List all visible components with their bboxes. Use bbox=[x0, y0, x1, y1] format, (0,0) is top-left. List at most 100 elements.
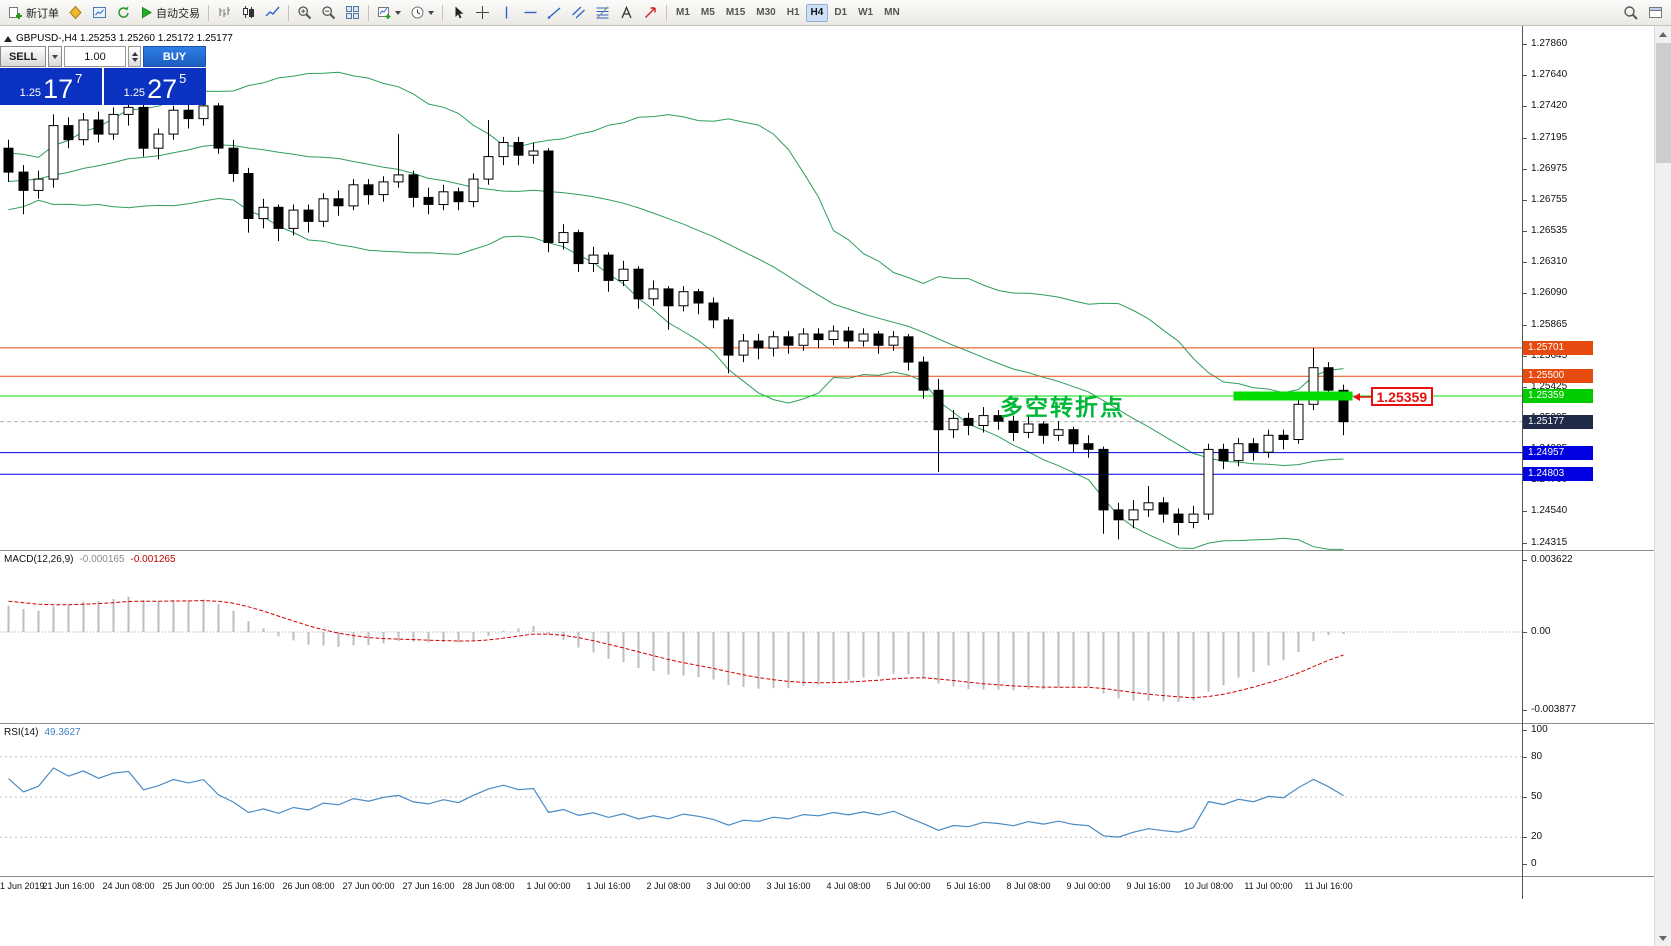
time-tick-label: 1 Jun 2019 bbox=[0, 881, 45, 891]
time-axis[interactable]: 1 Jun 2019 21 Jun 16:00 24 Jun 08:00 25 Jun… bbox=[0, 877, 1522, 899]
rsi-tick-label: 80 bbox=[1531, 751, 1543, 762]
bid-pipette: 7 bbox=[75, 71, 83, 86]
price-tick-mark bbox=[1523, 356, 1527, 357]
new-window-button[interactable] bbox=[1644, 3, 1667, 23]
panel-separator[interactable] bbox=[0, 550, 1654, 551]
price-tick-mark bbox=[1523, 325, 1527, 326]
price-tick-label: 1.26090 bbox=[1531, 287, 1568, 298]
time-tick-label: 21 Jun 16:00 bbox=[42, 881, 95, 891]
zoom-out-icon bbox=[322, 6, 336, 20]
toolbar-separator bbox=[666, 4, 667, 21]
buy-price-display[interactable]: 1.25 27 5 bbox=[104, 68, 206, 105]
crosshair-button[interactable] bbox=[471, 3, 494, 23]
timeframe-w1-button[interactable]: W1 bbox=[853, 4, 878, 22]
toolbar-separator bbox=[442, 4, 443, 21]
sell-price-display[interactable]: 1.25 17 7 bbox=[0, 68, 102, 105]
line-chart-button[interactable] bbox=[261, 3, 284, 23]
macd-main-value: -0.000165 bbox=[79, 554, 125, 565]
arrow-tools-button[interactable] bbox=[639, 3, 662, 23]
price-callout[interactable]: 1.25359 bbox=[1352, 387, 1434, 407]
refresh-button[interactable] bbox=[112, 3, 135, 23]
time-tick-label: 28 Jun 08:00 bbox=[462, 881, 515, 891]
chart-window: GBPUSD-,H4 1.25253 1.25260 1.25172 1.251… bbox=[0, 26, 1671, 946]
new-order-button[interactable]: 新订单 bbox=[4, 3, 63, 23]
autotrading-button[interactable]: 自动交易 bbox=[136, 3, 204, 23]
macd-tick-mark bbox=[1523, 560, 1527, 561]
price-line-label: 1.25701 bbox=[1523, 341, 1593, 355]
price-scale[interactable]: 1.27860 1.27640 1.27420 1.27195 1.26975 1.267… bbox=[1523, 26, 1654, 946]
price-tick-mark bbox=[1523, 262, 1527, 263]
time-tick-label: 5 Jul 00:00 bbox=[886, 881, 931, 891]
bollinger-upper-band bbox=[8, 71, 1344, 394]
rsi-tick-mark bbox=[1523, 864, 1527, 865]
candlestick-chart-button[interactable] bbox=[237, 3, 260, 23]
tile-windows-button[interactable] bbox=[341, 3, 364, 23]
zoom-in-button[interactable] bbox=[293, 3, 316, 23]
volume-input[interactable]: 1.00 bbox=[64, 46, 126, 67]
trendline-button[interactable] bbox=[543, 3, 566, 23]
panel-separator[interactable] bbox=[0, 876, 1654, 877]
text-button[interactable] bbox=[615, 3, 638, 23]
timeframe-m1-button[interactable]: M1 bbox=[671, 4, 695, 22]
vertical-line-button[interactable] bbox=[495, 3, 518, 23]
fibonacci-button[interactable] bbox=[591, 3, 614, 23]
buy-button[interactable]: BUY bbox=[143, 46, 206, 67]
timeframe-h1-button[interactable]: H1 bbox=[782, 4, 805, 22]
channel-button[interactable] bbox=[567, 3, 590, 23]
chart-annotation-text[interactable]: 多空转折点 bbox=[1000, 394, 1125, 421]
scrollbar-thumb[interactable] bbox=[1656, 43, 1671, 163]
symbol-marker-icon bbox=[4, 35, 12, 42]
periods-button[interactable] bbox=[406, 3, 438, 23]
scrollbar-up-button[interactable] bbox=[1655, 26, 1671, 42]
time-tick-label: 1 Jul 00:00 bbox=[526, 881, 571, 891]
search-button[interactable] bbox=[1619, 3, 1642, 23]
new-chart-button[interactable] bbox=[88, 3, 111, 23]
zoom-in-icon bbox=[298, 6, 312, 20]
horizontal-line-button[interactable] bbox=[519, 3, 542, 23]
panel-separator[interactable] bbox=[0, 723, 1654, 724]
support-zone-rectangle[interactable] bbox=[1233, 391, 1353, 401]
price-tick-label: 1.27640 bbox=[1531, 69, 1568, 80]
timeframe-m15-button[interactable]: M15 bbox=[721, 4, 750, 22]
text-icon bbox=[621, 5, 632, 19]
profiles-button[interactable] bbox=[64, 3, 87, 23]
macd-chart-canvas[interactable] bbox=[0, 551, 1522, 723]
main-chart-canvas[interactable] bbox=[0, 26, 1522, 550]
bollinger-middle-band bbox=[8, 144, 1344, 467]
sell-button[interactable]: SELL bbox=[0, 46, 46, 67]
scrollbar-down-button[interactable] bbox=[1655, 930, 1671, 946]
new-order-label: 新订单 bbox=[26, 7, 59, 20]
sell-options-button[interactable] bbox=[48, 46, 62, 67]
timeframe-d1-button[interactable]: D1 bbox=[829, 4, 852, 22]
timeframe-m5-button[interactable]: M5 bbox=[696, 4, 720, 22]
ask-pipette: 5 bbox=[179, 71, 187, 86]
price-tick-mark bbox=[1523, 106, 1527, 107]
clock-icon bbox=[411, 6, 424, 19]
stepper-up-icon bbox=[131, 51, 138, 56]
toolbar-separator bbox=[288, 4, 289, 21]
macd-signal-value: -0.001265 bbox=[130, 554, 176, 565]
timeframe-h4-button[interactable]: H4 bbox=[805, 3, 829, 22]
zoom-out-button[interactable] bbox=[317, 3, 340, 23]
bid-prefix: 1.25 bbox=[19, 87, 42, 99]
autotrading-play-icon bbox=[142, 6, 152, 19]
ask-prefix: 1.25 bbox=[123, 87, 146, 99]
stepper-down-icon bbox=[131, 57, 138, 62]
vertical-scrollbar[interactable] bbox=[1654, 26, 1671, 946]
crosshair-icon bbox=[476, 6, 489, 19]
rsi-tick-mark bbox=[1523, 730, 1527, 731]
timeframe-group: M1 M5 M15 M30 H1 H4 D1 W1 MN bbox=[671, 3, 905, 22]
price-tick-label: 1.27195 bbox=[1531, 132, 1568, 143]
rsi-name: RSI(14) bbox=[4, 727, 39, 738]
rsi-chart-canvas[interactable] bbox=[0, 724, 1522, 876]
timeframe-m30-button[interactable]: M30 bbox=[751, 4, 780, 22]
indicators-button[interactable] bbox=[373, 3, 405, 23]
symbol-info: GBPUSD-,H4 1.25253 1.25260 1.25172 1.251… bbox=[4, 33, 233, 44]
cursor-button[interactable] bbox=[447, 3, 470, 23]
volume-stepper[interactable] bbox=[128, 46, 141, 67]
bar-chart-button[interactable] bbox=[213, 3, 236, 23]
timeframe-mn-button[interactable]: MN bbox=[879, 4, 905, 22]
ask-big-digits: 27 bbox=[147, 74, 178, 104]
price-tick-label: 1.24540 bbox=[1531, 505, 1568, 516]
time-tick-label: 8 Jul 08:00 bbox=[1006, 881, 1051, 891]
